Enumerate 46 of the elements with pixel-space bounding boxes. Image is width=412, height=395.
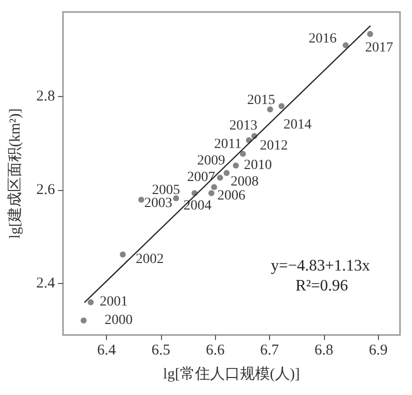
point [120,251,126,258]
annotation: 2009 [197,154,226,169]
annotation: 2011 [214,136,242,152]
annotation: y=−4.83+1.13x [270,258,370,274]
point [208,190,214,196]
point [224,170,230,176]
point [267,106,274,112]
point [240,150,246,157]
point [367,31,374,37]
annotation: 2006 [217,188,246,204]
y-tick-label: 2.4 [36,276,56,292]
point [232,162,239,169]
point [138,196,144,203]
x-tick-label: 6.4 [97,342,116,358]
annotation: 2013 [229,118,258,134]
annotation: 2014 [284,118,312,133]
annotation: 2007 [187,170,216,186]
annotation: 2016 [308,32,337,47]
annotation: 2012 [260,138,288,154]
x-tick-label: 6.5 [151,342,170,358]
annotation: 2010 [244,158,272,174]
annotation: 2015 [247,92,276,108]
annotation: 2000 [104,312,133,328]
point [80,317,87,324]
point [211,184,218,190]
x-tick-label: 6.9 [368,342,388,358]
point [217,174,224,181]
y-axis-title: lg[建成区面积(km²)] [6,108,24,239]
annotation: 2008 [230,174,259,190]
point [88,299,94,306]
x-tick-label: 6.8 [314,342,334,358]
annotation: R²=0.96 [296,278,348,294]
x-tick-label: 6.6 [206,342,226,358]
x-axis-title: lg[常住人口规模(人)] [163,366,300,382]
y-tick-label: 2.6 [36,182,56,198]
annotation: 2001 [100,294,128,310]
annotation: 2004 [184,198,212,214]
y-tick-label: 2.8 [36,88,55,104]
point [342,42,349,48]
annotation: 2003 [144,196,172,212]
annotation: 2002 [136,252,164,267]
point [278,103,285,110]
annotation: 2005 [152,182,180,198]
x-tick-label: 6.7 [260,342,280,358]
annotation: 2017 [365,40,394,56]
point [173,195,180,202]
